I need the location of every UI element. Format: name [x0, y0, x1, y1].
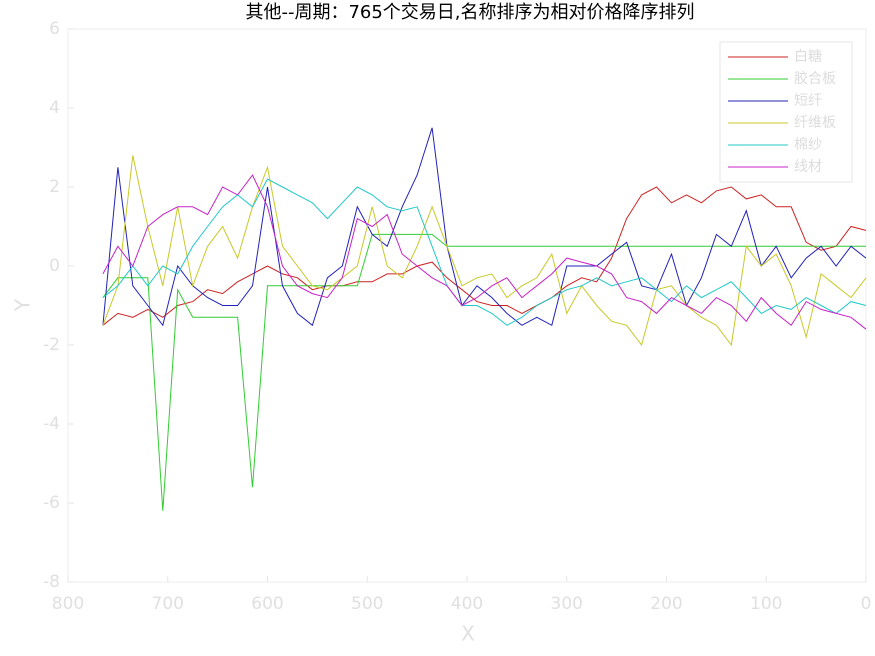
- x-tick-label: 300: [551, 594, 583, 614]
- series-line: [102, 155, 867, 347]
- legend-label: 纤维板: [794, 115, 836, 131]
- x-axis-label: X: [461, 622, 475, 646]
- series-line: [102, 178, 867, 326]
- legend-label: 短纤: [794, 93, 822, 109]
- y-tick-label: -6: [43, 493, 60, 513]
- x-tick-label: 600: [251, 594, 283, 614]
- series-line: [102, 186, 867, 326]
- series-line: [102, 233, 866, 511]
- y-tick-label: -8: [43, 572, 60, 592]
- y-tick-label: 4: [49, 98, 60, 118]
- y-tick-label: 6: [49, 19, 60, 39]
- y-tick-label: -2: [43, 335, 60, 355]
- x-tick-label: 500: [351, 594, 383, 614]
- y-tick-label: 0: [49, 256, 60, 276]
- legend-label: 胶合板: [794, 70, 836, 87]
- series-line: [102, 174, 867, 330]
- x-tick-label: 0: [861, 594, 872, 614]
- chart-title: 其他--周期：765个交易日,名称排序为相对价格降序排列: [245, 2, 694, 23]
- legend-box: [719, 41, 853, 183]
- legend-label: 线材: [794, 159, 822, 175]
- y-tick-label: -4: [43, 414, 60, 434]
- x-tick-label: 800: [52, 594, 84, 614]
- y-tick-label: 2: [49, 177, 60, 197]
- x-tick-label: 700: [152, 594, 184, 614]
- legend-label: 棉纱: [794, 136, 822, 153]
- x-tick-label: 100: [750, 594, 782, 614]
- x-tick-label: 200: [650, 594, 682, 614]
- y-axis-label: Y: [11, 298, 35, 312]
- legend-label: 白糖: [794, 49, 822, 65]
- x-tick-label: 400: [451, 594, 483, 614]
